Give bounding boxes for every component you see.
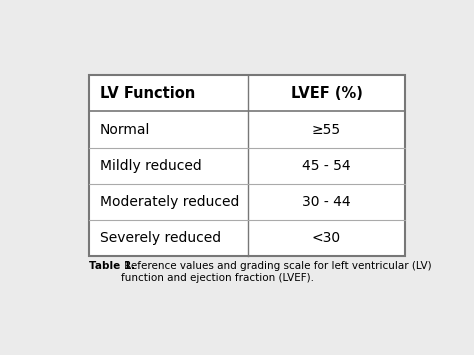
Text: Severely reduced: Severely reduced: [100, 231, 221, 245]
Text: 30 - 44: 30 - 44: [302, 195, 351, 209]
Text: Table 1.: Table 1.: [89, 261, 135, 271]
Text: Moderately reduced: Moderately reduced: [100, 195, 239, 209]
Text: Reference values and grading scale for left ventricular (LV)
function and ejecti: Reference values and grading scale for l…: [121, 261, 432, 283]
Text: LVEF (%): LVEF (%): [291, 86, 363, 101]
Text: 45 - 54: 45 - 54: [302, 159, 351, 173]
Text: LV Function: LV Function: [100, 86, 195, 101]
Text: ≥55: ≥55: [312, 122, 341, 137]
Bar: [89, 75, 404, 256]
Text: Mildly reduced: Mildly reduced: [100, 159, 201, 173]
Text: <30: <30: [312, 231, 341, 245]
Text: Normal: Normal: [100, 122, 150, 137]
